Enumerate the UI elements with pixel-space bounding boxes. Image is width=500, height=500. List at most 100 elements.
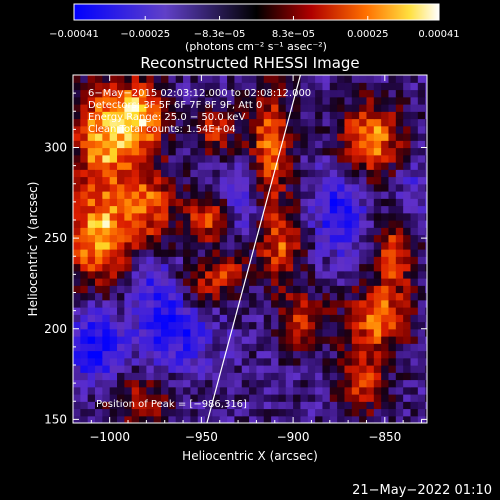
heatmap-cell: [234, 220, 243, 228]
heatmap-cell: [278, 415, 287, 423]
heatmap-cell: [373, 82, 382, 91]
heatmap-cell: [197, 270, 206, 279]
heatmap-cell: [315, 176, 324, 185]
heatmap-cell: [117, 154, 125, 163]
heatmap-cell: [300, 270, 309, 279]
heatmap-cell: [73, 314, 81, 323]
heatmap-cell: [271, 394, 280, 402]
heatmap-cell: [183, 118, 191, 127]
heatmap-cell: [117, 328, 125, 337]
heatmap-cell: [293, 270, 302, 279]
heatmap-cell: [234, 256, 243, 265]
heatmap-cell: [344, 328, 353, 337]
heatmap-cell: [153, 278, 162, 286]
heatmap-cell: [263, 401, 272, 410]
heatmap-cell: [241, 198, 250, 207]
heatmap-cell: [285, 133, 294, 141]
heatmap-cell: [315, 140, 324, 149]
heatmap-cell: [73, 408, 81, 417]
heatmap-cell: [388, 292, 397, 301]
heatmap-cell: [410, 270, 419, 279]
heatmap-cell: [219, 292, 228, 301]
heatmap-cell: [263, 234, 272, 243]
heatmap-cell: [366, 350, 375, 359]
heatmap-cell: [80, 415, 89, 423]
heatmap-cell: [219, 314, 228, 323]
heatmap-cell: [410, 365, 419, 373]
heatmap-cell: [183, 249, 191, 257]
heatmap-cell: [241, 111, 250, 120]
heatmap-cell: [146, 205, 155, 214]
heatmap-cell: [271, 234, 280, 243]
heatmap-cell: [278, 285, 287, 294]
heatmap-cell: [241, 205, 250, 214]
heatmap-cell: [197, 227, 206, 236]
heatmap-cell: [337, 328, 346, 337]
heatmap-cell: [425, 111, 427, 120]
heatmap-cell: [249, 169, 258, 178]
heatmap-cell: [80, 285, 89, 294]
heatmap-cell: [285, 386, 294, 395]
heatmap-cell: [403, 191, 412, 199]
heatmap-cell: [241, 96, 250, 105]
heatmap-cell: [153, 220, 162, 228]
heatmap-cell: [300, 307, 309, 315]
heatmap-cell: [300, 154, 309, 163]
heatmap-cell: [205, 270, 213, 279]
heatmap-cell: [241, 278, 250, 286]
heatmap-cell: [381, 285, 390, 294]
colorbar: [73, 3, 440, 21]
heatmap-cell: [190, 191, 199, 199]
heatmap-cell: [329, 299, 338, 308]
heatmap-cell: [388, 89, 397, 98]
heatmap-cell: [161, 270, 169, 279]
heatmap-cell: [425, 118, 427, 127]
heatmap-cell: [234, 234, 243, 243]
heatmap-cell: [329, 183, 338, 192]
heatmap-cell: [329, 263, 338, 272]
heatmap-cell: [205, 198, 213, 207]
heatmap-cell: [124, 299, 133, 308]
heatmap-cell: [388, 321, 397, 330]
heatmap-cell: [293, 263, 302, 272]
heatmap-cell: [344, 241, 353, 250]
heatmap-cell: [381, 241, 390, 250]
heatmap-cell: [322, 198, 331, 207]
heatmap-cell: [197, 198, 206, 207]
heatmap-cell: [95, 328, 103, 337]
heatmap-cell: [278, 133, 287, 141]
heatmap-cell: [425, 365, 427, 373]
heatmap-cell: [285, 234, 294, 243]
heatmap-cell: [161, 336, 169, 344]
heatmap-cell: [395, 285, 404, 294]
heatmap-cell: [329, 292, 338, 301]
heatmap-cell: [337, 336, 346, 344]
heatmap-cell: [73, 336, 81, 344]
heatmap-cell: [351, 256, 360, 265]
heatmap-cell: [344, 278, 353, 286]
heatmap-cell: [344, 75, 353, 83]
heatmap-cell: [425, 176, 427, 185]
heatmap-cell: [153, 82, 162, 91]
heatmap-cell: [73, 241, 81, 250]
heatmap-cell: [234, 212, 243, 221]
heatmap-cell: [241, 336, 250, 344]
heatmap-cell: [219, 111, 228, 120]
heatmap-cell: [146, 96, 155, 105]
heatmap-cell: [73, 96, 81, 105]
heatmap-cell: [183, 321, 191, 330]
chart-title: Reconstructed RHESSI Image: [140, 54, 359, 72]
heatmap-cell: [344, 415, 353, 423]
heatmap-cell: [212, 328, 221, 337]
heatmap-cell: [124, 270, 133, 279]
heatmap-cell: [168, 372, 177, 381]
heatmap-cell: [285, 365, 294, 373]
heatmap-cell: [285, 212, 294, 221]
heatmap-cell: [117, 89, 125, 98]
heatmap-cell: [285, 147, 294, 156]
heatmap-cell: [410, 408, 419, 417]
heatmap-cell: [410, 343, 419, 352]
heatmap-cell: [322, 227, 331, 236]
heatmap-cell: [256, 183, 265, 192]
heatmap-cell: [117, 169, 125, 178]
